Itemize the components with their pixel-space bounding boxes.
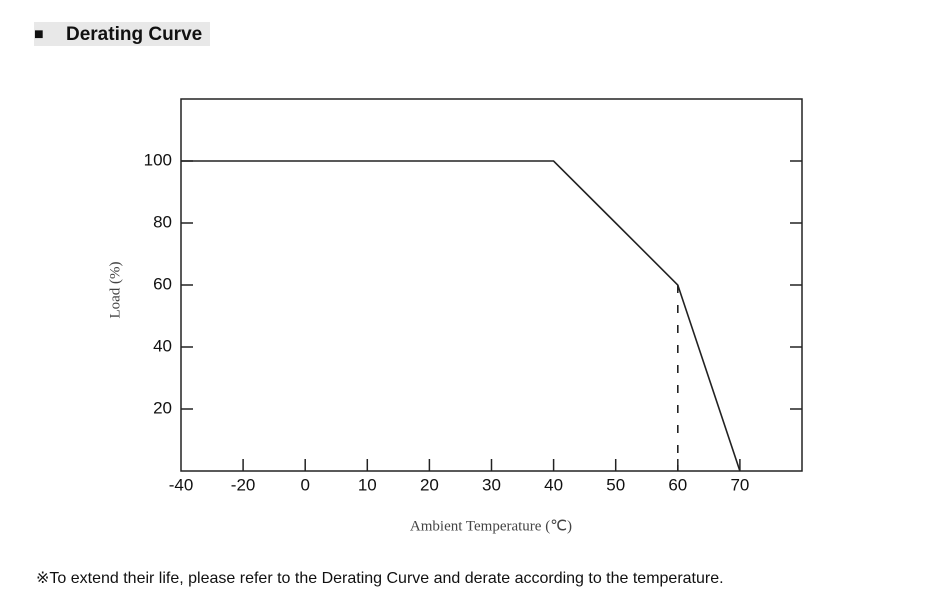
y-tick-label: 40 [153,336,172,355]
x-tick-label: 0 [300,475,309,494]
y-tick-label: 100 [144,150,172,169]
x-tick-label: -20 [231,475,256,494]
header-bullet: ■ [34,26,44,43]
x-tick-label: 30 [482,475,501,494]
derating-line [181,160,741,472]
header-bg [34,22,210,46]
plot-frame [180,98,803,472]
footnote: ※To extend their life, please refer to t… [36,570,724,587]
y-tick-label: 60 [153,274,172,293]
x-tick-label: 20 [420,475,439,494]
x-tick-label: 50 [606,475,625,494]
x-axis-label: Ambient Temperature (℃) [410,518,572,534]
y-tick-label: 20 [153,398,172,417]
x-tick-label: 40 [544,475,563,494]
x-tick-label: 10 [358,475,377,494]
y-axis-label: Load (%) [107,261,123,318]
y-tick-label: 80 [153,212,172,231]
header-title: Derating Curve [66,24,202,45]
x-tick-label: 70 [730,475,749,494]
x-tick-label: -40 [169,475,194,494]
x-tick-label: 60 [668,475,687,494]
